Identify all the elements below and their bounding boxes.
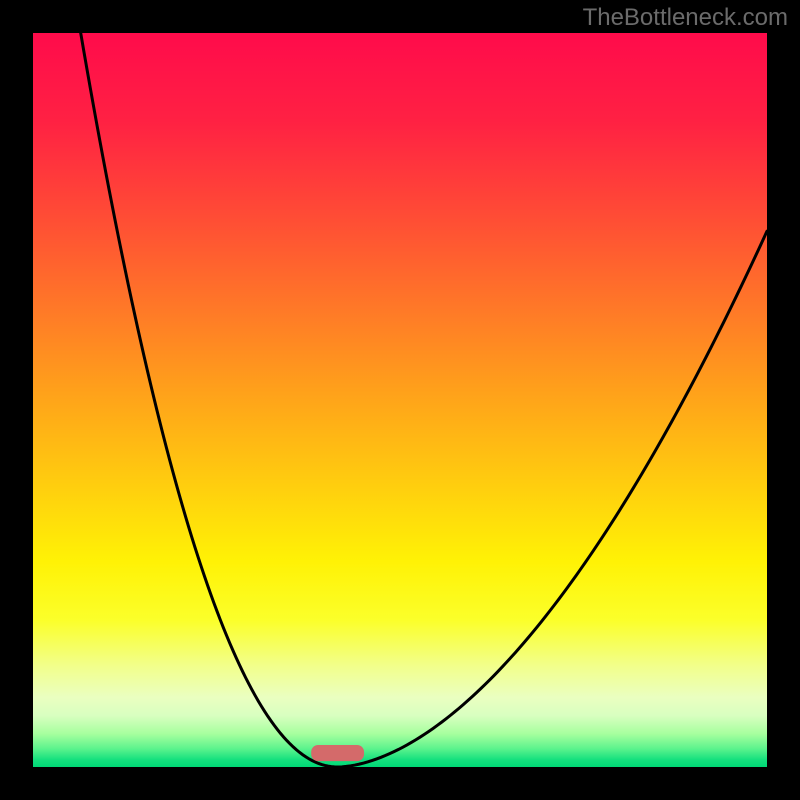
gradient-background <box>33 33 767 767</box>
min-marker <box>311 745 364 761</box>
plot-svg <box>33 33 767 767</box>
watermark-text: TheBottleneck.com <box>583 4 788 32</box>
plot-area <box>33 33 767 767</box>
